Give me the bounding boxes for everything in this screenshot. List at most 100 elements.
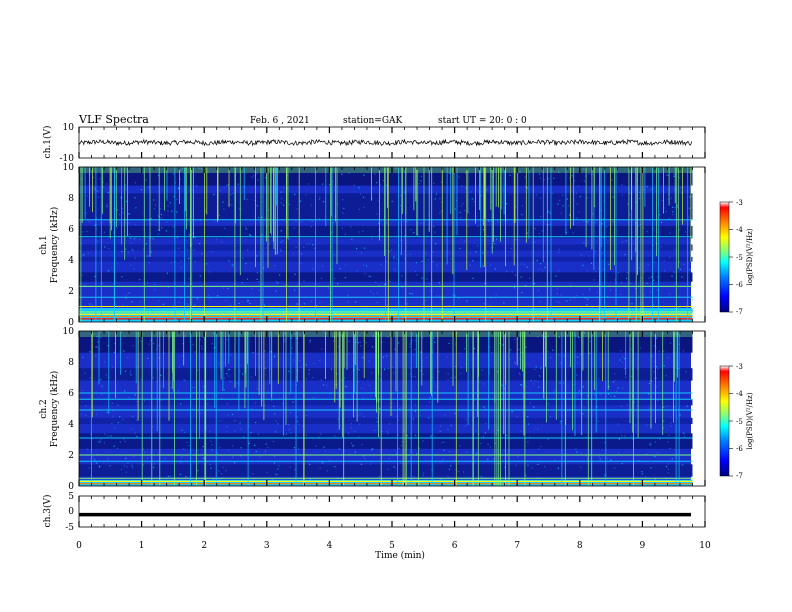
spectral-speck [104,246,106,248]
spectral-speck [339,448,341,450]
spectral-speck [157,229,159,231]
spectral-speck [535,194,537,196]
spectral-speck [274,413,276,415]
spectral-speck [310,300,312,302]
spectral-speck [414,410,416,412]
header-start-time: start UT = 20: 0 : 0 [438,116,527,126]
spectral-speck [180,461,182,463]
ch3-ytick-top: 5 [68,492,74,502]
spectral-speck [107,191,109,193]
spectral-speck [645,476,647,478]
spectral-speck [147,255,149,257]
spectral-speck [489,346,491,348]
spectral-speck [164,458,166,460]
spectral-speck [619,359,621,361]
spectral-speck [411,375,413,377]
spectral-speck [140,189,143,191]
xaxis-label: Time (min) [375,550,425,561]
spectral-speck [663,420,665,422]
spectral-speck [298,448,300,450]
spectral-speck [199,243,201,245]
spectral-speck [152,238,155,240]
spectral-speck [391,413,393,415]
spectral-speck [678,295,680,297]
spectral-speck [622,387,624,389]
spectral-speck [249,234,251,236]
spectral-speck [514,362,516,364]
spectral-speck [448,342,450,344]
spectral-speck [558,251,560,253]
spectral-speck [356,247,358,250]
spectral-speck [553,391,555,393]
spectral-speck [305,378,307,380]
spectral-speck [82,356,84,358]
spectral-speck [534,368,536,371]
spectral-speck [387,304,389,306]
spectral-speck [147,357,149,359]
spectral-speck [176,211,178,213]
spectral-speck [375,281,377,283]
spectral-speck [218,363,220,365]
spectral-speck [206,263,208,265]
spectral-speck [538,375,541,377]
spectral-speck [447,429,449,431]
spectral-speck [219,447,221,449]
spectral-speck [193,305,195,307]
spectral-speck [272,440,274,442]
spectral-speck [475,430,477,432]
spectral-speck [653,279,655,281]
spectral-speck [275,252,277,254]
ch2-cb-tick-m3: -3 [736,363,743,371]
spectral-speck [666,405,668,407]
spectral-speck [670,422,672,424]
spectral-speck [82,357,84,359]
spectral-speck [289,466,291,468]
low-frequency-band [79,479,693,486]
spectral-speck [438,371,440,373]
spectral-speck [330,246,332,248]
spectral-speck [86,230,88,233]
spectral-speck [148,262,150,264]
spectral-speck [655,377,657,379]
spectral-speck [261,234,263,236]
spectral-speck [652,303,654,305]
spectral-speck [277,468,279,470]
spectral-speck [600,209,602,211]
spectral-speck [643,271,645,273]
spectral-speck [506,270,508,272]
spectral-speck [85,212,88,214]
spectral-speck [497,429,499,431]
spectral-speck [312,377,314,379]
spectral-speck [443,449,445,451]
spectral-speck [288,428,291,430]
spectral-speck [201,348,203,350]
spectral-speck [478,433,480,435]
spectral-speck [382,180,384,182]
spectral-speck [294,333,296,335]
spectral-speck [519,171,521,173]
spectral-speck [178,301,180,303]
spectral-speck [657,399,659,401]
spectral-speck [569,177,571,179]
spectral-speck [471,198,473,200]
spectral-speck [677,206,679,208]
spectral-speck [434,198,436,200]
spectral-speck [97,441,99,443]
spectral-speck [95,346,97,348]
xtick-10: 10 [699,541,711,551]
spectral-speck [217,295,219,297]
spectral-speck [309,478,311,481]
spectral-speck [428,417,430,419]
ch1-spec-ytick-4: 4 [68,256,74,266]
spectral-speck [654,377,656,379]
spectral-speck [665,375,667,377]
spectral-speck [578,336,580,338]
spectral-speck [612,196,614,198]
spectral-speck [279,248,281,250]
spectral-speck [433,337,435,339]
spectral-speck [277,282,279,284]
spectral-speck [285,337,288,339]
spectral-speck [93,333,96,335]
spectral-speck [128,292,130,294]
spectral-speck [429,396,431,399]
